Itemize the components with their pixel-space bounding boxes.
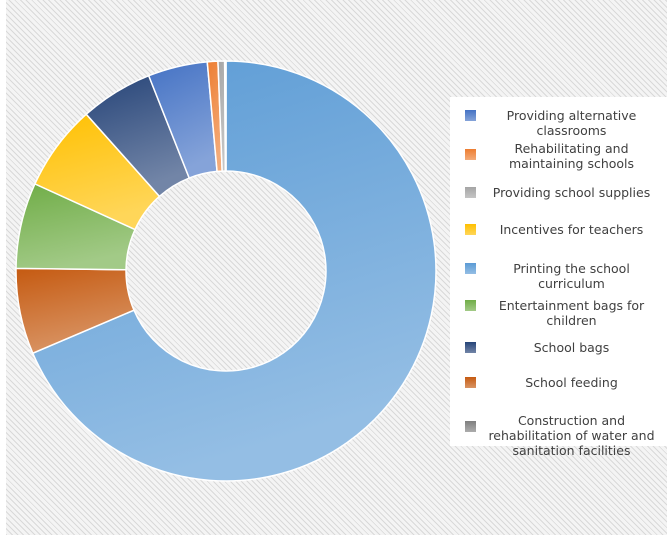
donut-slice <box>31 60 437 482</box>
legend-swatch <box>465 263 476 274</box>
legend-label: School feeding <box>525 375 618 390</box>
legend-label: Entertainment bags for children <box>498 298 645 328</box>
legend-swatch <box>465 377 476 388</box>
legend-label: Providing school supplies <box>492 185 651 200</box>
legend-swatch <box>465 110 476 121</box>
legend-swatch <box>465 300 476 311</box>
donut-chart <box>15 60 437 482</box>
chart-frame: Providing alternative classrooms Rehabili… <box>6 0 667 535</box>
legend-label: Providing alternative classrooms <box>506 108 637 138</box>
legend-swatch <box>465 187 476 198</box>
donut-slices <box>15 60 437 482</box>
legend-label: Printing the school curriculum <box>513 261 630 291</box>
legend-swatch <box>465 149 476 160</box>
legend-swatch <box>465 224 476 235</box>
legend-label: Incentives for teachers <box>499 222 644 237</box>
legend-label: School bags <box>533 340 610 355</box>
legend-label: Rehabilitating and maintaining schools <box>508 141 635 171</box>
legend-swatch <box>465 342 476 353</box>
donut-slice <box>223 60 227 172</box>
legend-label: Construction and rehabilitation of water… <box>488 413 655 458</box>
legend: Providing alternative classrooms Rehabili… <box>450 97 667 458</box>
legend-swatch <box>465 421 476 432</box>
